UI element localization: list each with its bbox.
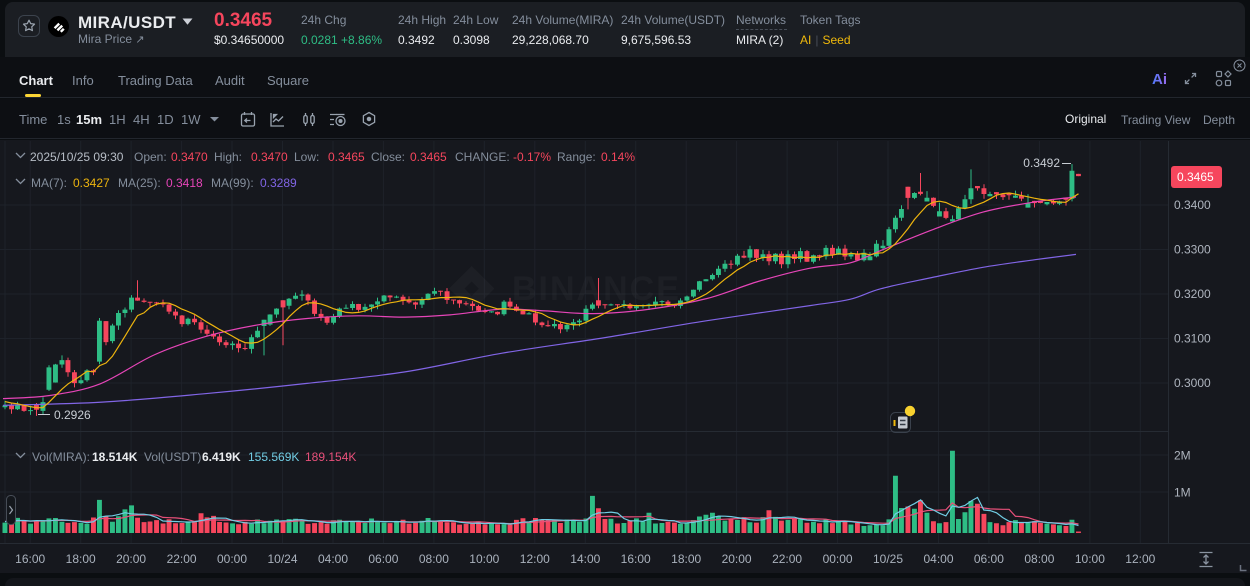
svg-text:00:00: 00:00 (217, 552, 247, 566)
svg-text:08:00: 08:00 (419, 552, 449, 566)
svg-text:6.419K: 6.419K (202, 450, 241, 464)
svg-text:0.3465: 0.3465 (410, 150, 447, 164)
svg-text:04:00: 04:00 (318, 552, 348, 566)
svg-text:0.3470: 0.3470 (171, 150, 208, 164)
svg-text:0.3418: 0.3418 (166, 176, 203, 190)
svg-text:18.514K: 18.514K (92, 450, 138, 464)
svg-text:Range:: Range: (557, 150, 596, 164)
svg-text:MA(7):: MA(7): (31, 176, 67, 190)
svg-text:Vol(USDT): Vol(USDT) (144, 450, 201, 464)
svg-text:Low:: Low: (294, 150, 319, 164)
svg-text:0.3300: 0.3300 (1174, 243, 1211, 257)
svg-text:Open:: Open: (134, 150, 167, 164)
svg-text:10:00: 10:00 (1075, 552, 1105, 566)
svg-text:MA(99):: MA(99): (211, 176, 254, 190)
svg-text:22:00: 22:00 (167, 552, 197, 566)
svg-text:0.2926: 0.2926 (54, 408, 91, 422)
svg-text:2025/10/25 09:30: 2025/10/25 09:30 (30, 150, 124, 164)
svg-text:16:00: 16:00 (15, 552, 45, 566)
svg-text:20:00: 20:00 (116, 552, 146, 566)
svg-text:2M: 2M (1174, 449, 1191, 463)
svg-text:High:: High: (214, 150, 242, 164)
svg-text:0.3000: 0.3000 (1174, 376, 1211, 390)
svg-text:04:00: 04:00 (923, 552, 953, 566)
svg-text:Close:: Close: (371, 150, 405, 164)
svg-text:0.3400: 0.3400 (1174, 198, 1211, 212)
svg-text:0.3465: 0.3465 (328, 150, 365, 164)
svg-text:10/25: 10/25 (873, 552, 903, 566)
svg-text:0.3492: 0.3492 (1023, 156, 1060, 170)
svg-text:0.3470: 0.3470 (251, 150, 288, 164)
svg-text:18:00: 18:00 (66, 552, 96, 566)
svg-text:12:00: 12:00 (520, 552, 550, 566)
svg-text:10:00: 10:00 (469, 552, 499, 566)
svg-text:-0.17%: -0.17% (513, 150, 551, 164)
svg-text:155.569K: 155.569K (248, 450, 299, 464)
svg-text:0.3100: 0.3100 (1174, 332, 1211, 346)
svg-text:06:00: 06:00 (974, 552, 1004, 566)
svg-text:189.154K: 189.154K (305, 450, 356, 464)
svg-text:CHANGE:: CHANGE: (455, 150, 510, 164)
svg-text:MA(25):: MA(25): (118, 176, 161, 190)
svg-text:08:00: 08:00 (1024, 552, 1054, 566)
svg-text:12:00: 12:00 (1125, 552, 1155, 566)
svg-text:00:00: 00:00 (823, 552, 853, 566)
svg-text:0.3427: 0.3427 (73, 176, 110, 190)
svg-text:0.3289: 0.3289 (260, 176, 297, 190)
svg-text:1M: 1M (1174, 486, 1191, 500)
svg-text:0.3200: 0.3200 (1174, 287, 1211, 301)
svg-text:0.3465: 0.3465 (1177, 170, 1214, 184)
svg-text:14:00: 14:00 (570, 552, 600, 566)
svg-text:16:00: 16:00 (621, 552, 651, 566)
svg-text:06:00: 06:00 (368, 552, 398, 566)
svg-text:18:00: 18:00 (671, 552, 701, 566)
svg-text:10/24: 10/24 (267, 552, 297, 566)
svg-text:20:00: 20:00 (722, 552, 752, 566)
svg-text:Vol(MIRA):: Vol(MIRA): (32, 450, 90, 464)
svg-text:0.14%: 0.14% (601, 150, 635, 164)
svg-text:22:00: 22:00 (772, 552, 802, 566)
